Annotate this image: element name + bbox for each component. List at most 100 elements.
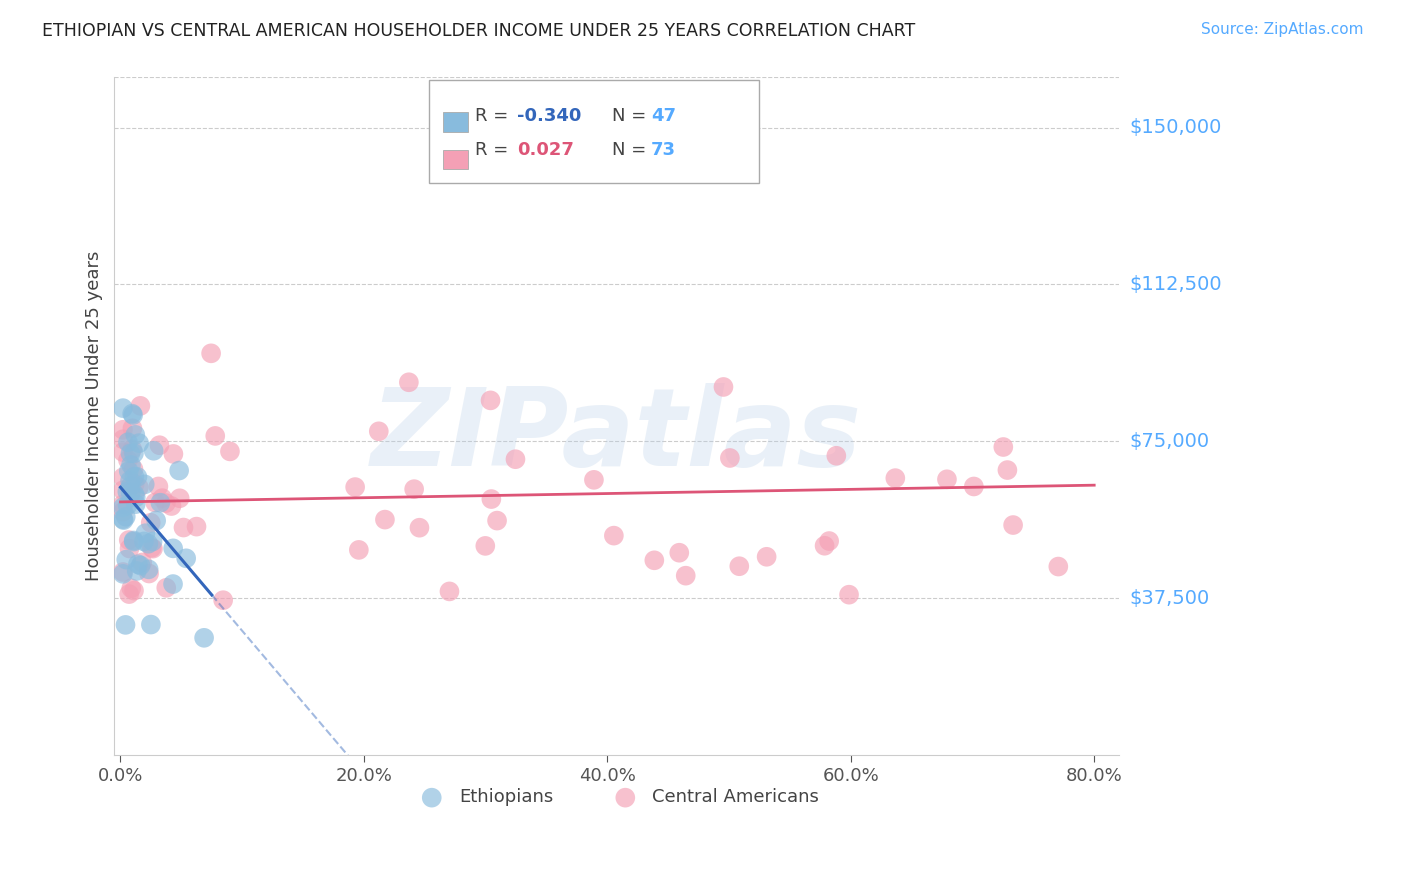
Point <box>155 581 177 595</box>
Point <box>118 533 141 547</box>
Text: R =: R = <box>475 141 520 159</box>
Point <box>200 346 222 360</box>
Point <box>120 479 142 493</box>
Point <box>138 562 160 576</box>
Point <box>127 558 149 572</box>
Point <box>117 453 139 467</box>
Point <box>993 440 1015 454</box>
Point <box>408 521 430 535</box>
Point <box>131 556 153 570</box>
Point <box>117 484 139 499</box>
Point <box>479 393 502 408</box>
Point <box>997 463 1019 477</box>
Point <box>398 376 420 390</box>
Point <box>134 477 156 491</box>
Text: $112,500: $112,500 <box>1129 275 1222 294</box>
Point <box>141 541 163 555</box>
Point <box>120 458 142 472</box>
Point <box>145 514 167 528</box>
Point <box>884 471 907 485</box>
Point <box>813 539 835 553</box>
Point <box>718 450 741 465</box>
Point <box>114 509 136 524</box>
Point <box>124 488 146 502</box>
Point <box>122 534 145 549</box>
Point <box>169 491 191 506</box>
Point <box>120 486 142 500</box>
Point <box>122 583 145 598</box>
Point <box>120 582 142 596</box>
Point <box>155 496 177 510</box>
Point <box>193 631 215 645</box>
Point <box>204 429 226 443</box>
Point <box>121 421 143 435</box>
Point <box>963 479 986 493</box>
Point <box>122 462 145 476</box>
Point <box>111 423 134 437</box>
Y-axis label: Householder Income Under 25 years: Householder Income Under 25 years <box>86 251 103 582</box>
Point <box>122 446 145 460</box>
Text: 47: 47 <box>651 107 676 125</box>
Point <box>167 464 190 478</box>
Point <box>114 618 136 632</box>
Point <box>118 474 141 488</box>
Point <box>111 432 134 446</box>
Point <box>219 444 242 458</box>
Text: $75,000: $75,000 <box>1129 432 1209 450</box>
Point <box>111 500 134 515</box>
Point <box>474 539 496 553</box>
Point <box>134 526 156 541</box>
Point <box>149 496 172 510</box>
Text: ZIPatlas: ZIPatlas <box>371 384 862 490</box>
Point <box>132 534 155 549</box>
Point <box>111 483 134 498</box>
Point <box>120 446 142 460</box>
Point <box>111 401 134 416</box>
Point <box>121 442 143 457</box>
Point <box>162 541 184 556</box>
Text: -0.340: -0.340 <box>517 107 582 125</box>
Point <box>111 497 134 511</box>
Point <box>118 541 141 556</box>
Text: Source: ZipAtlas.com: Source: ZipAtlas.com <box>1201 22 1364 37</box>
Point <box>111 470 134 484</box>
Point <box>124 469 146 483</box>
Point <box>668 546 690 560</box>
Point <box>818 534 841 549</box>
Point <box>728 559 751 574</box>
Legend: Ethiopians, Central Americans: Ethiopians, Central Americans <box>406 781 827 814</box>
Point <box>936 472 959 486</box>
Text: $150,000: $150,000 <box>1129 118 1222 137</box>
Point <box>439 584 461 599</box>
Point <box>112 513 135 527</box>
Point <box>755 549 778 564</box>
Point <box>160 499 183 513</box>
Text: 0.027: 0.027 <box>517 141 574 159</box>
Point <box>142 534 165 549</box>
Point <box>347 542 370 557</box>
Point <box>124 497 146 511</box>
Point <box>374 513 396 527</box>
Point <box>603 528 626 542</box>
Point <box>404 482 426 496</box>
Point <box>148 479 170 493</box>
Point <box>139 516 162 530</box>
Point <box>367 425 389 439</box>
Point <box>1047 559 1070 574</box>
Text: N =: N = <box>612 107 651 125</box>
Point <box>117 435 139 450</box>
Point <box>115 552 138 566</box>
Point <box>162 577 184 591</box>
Point <box>118 587 141 601</box>
Point <box>150 491 173 505</box>
Point <box>111 512 134 526</box>
Point <box>505 452 527 467</box>
Point <box>138 566 160 581</box>
Point <box>122 533 145 548</box>
Point <box>128 480 150 494</box>
Point <box>838 588 860 602</box>
Point <box>121 407 143 421</box>
Point <box>136 537 159 551</box>
Point <box>713 380 735 394</box>
Point <box>162 447 184 461</box>
